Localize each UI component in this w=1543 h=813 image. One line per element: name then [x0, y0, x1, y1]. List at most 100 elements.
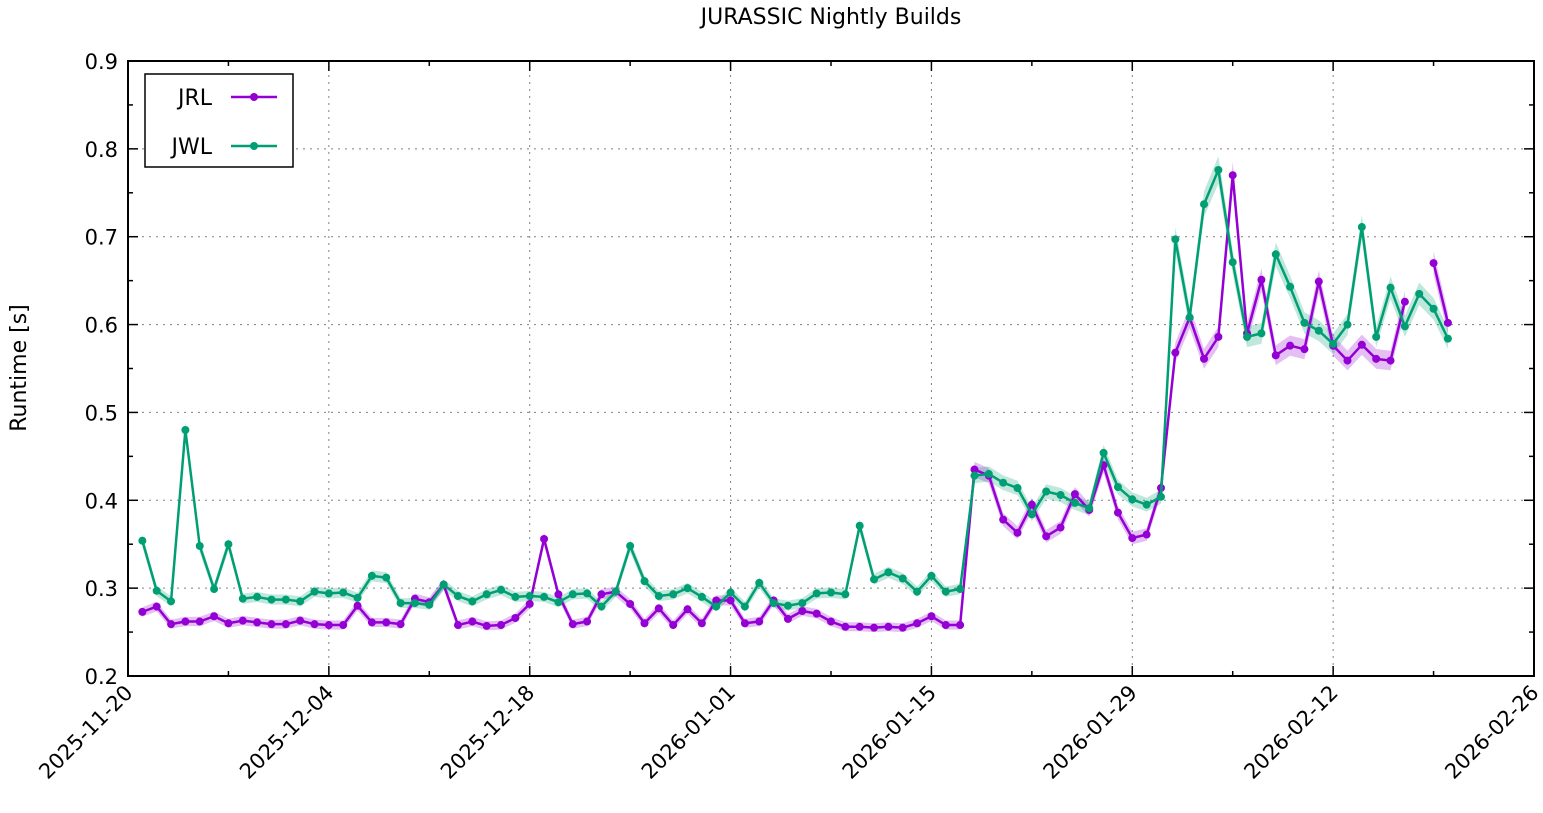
point-jrl: [1228, 171, 1237, 180]
point-jwl: [884, 568, 893, 577]
point-jwl: [1429, 304, 1438, 313]
x-tick-label: 2026-01-01: [637, 681, 740, 784]
point-jwl: [956, 585, 965, 594]
point-jrl: [267, 620, 276, 629]
point-jwl: [453, 592, 462, 601]
point-jwl: [697, 592, 706, 601]
point-jrl: [1271, 351, 1280, 360]
point-jwl: [870, 575, 879, 584]
series-line-jwl: [141, 168, 1450, 608]
point-jwl: [1200, 200, 1209, 209]
point-jwl: [583, 589, 592, 598]
point-jwl: [1027, 510, 1036, 519]
point-jrl: [238, 616, 247, 625]
point-jwl: [1042, 487, 1051, 496]
point-jwl: [1243, 332, 1252, 341]
point-jrl: [999, 515, 1008, 524]
point-jrl: [913, 619, 922, 628]
point-jrl: [525, 599, 534, 608]
point-jwl: [798, 599, 807, 608]
point-jrl: [654, 604, 663, 613]
y-tick-label: 0.7: [85, 226, 118, 250]
series-line-jrl: [141, 173, 1407, 629]
point-jrl: [683, 605, 692, 614]
point-jwl: [1257, 329, 1266, 338]
point-jrl: [353, 601, 362, 610]
point-jwl: [367, 571, 376, 580]
point-jwl: [568, 590, 577, 599]
point-jrl: [181, 617, 190, 626]
point-jwl: [382, 573, 391, 582]
point-jwl: [1085, 504, 1094, 513]
point-jrl: [281, 620, 290, 629]
point-jrl: [884, 622, 893, 631]
grid-layer: [128, 61, 1534, 676]
point-jrl: [927, 612, 936, 621]
point-jrl: [482, 621, 491, 630]
point-jwl: [1443, 334, 1452, 343]
point-jrl: [253, 618, 262, 627]
point-jrl: [568, 620, 577, 629]
y-tick-label: 0.9: [85, 50, 118, 74]
point-jrl: [841, 622, 850, 631]
x-tick-label: 2026-02-26: [1440, 681, 1543, 784]
y-tick-label: 0.2: [85, 665, 118, 689]
point-jwl: [339, 588, 348, 597]
point-jrl: [511, 614, 520, 623]
point-jrl: [152, 602, 161, 611]
point-jwl: [152, 586, 161, 595]
point-jwl: [783, 601, 792, 610]
y-tick-label: 0.3: [85, 577, 118, 601]
legend: JRL JWL: [144, 73, 294, 168]
point-jrl: [941, 621, 950, 630]
point-jrl: [1200, 354, 1209, 363]
point-jwl: [740, 602, 749, 611]
point-jrl: [870, 623, 879, 632]
point-jrl: [1300, 345, 1309, 354]
y-tick-label: 0.4: [85, 489, 118, 513]
point-jwl: [669, 590, 678, 599]
point-jwl: [353, 593, 362, 602]
point-jwl: [468, 597, 477, 606]
point-jwl: [253, 592, 262, 601]
point-jrl: [1429, 259, 1438, 268]
point-jwl: [167, 597, 176, 606]
point-jrl: [367, 618, 376, 627]
point-jwl: [1357, 223, 1366, 232]
y-tick-label: 0.6: [85, 314, 118, 338]
point-jrl: [1171, 348, 1180, 357]
point-jwl: [640, 577, 649, 586]
point-jrl: [726, 596, 735, 605]
point-jwl: [1228, 258, 1237, 267]
point-jrl: [798, 606, 807, 615]
point-jrl: [956, 621, 965, 630]
point-jwl: [683, 584, 692, 593]
x-tick-label: 2026-02-12: [1239, 681, 1342, 784]
legend-box: [144, 73, 294, 168]
point-jwl: [927, 571, 936, 580]
point-jrl: [1343, 356, 1352, 365]
point-jwl: [554, 598, 563, 607]
point-jwl: [827, 588, 835, 597]
point-jrl: [382, 618, 391, 627]
point-jrl: [224, 619, 233, 628]
point-jwl: [540, 592, 549, 601]
point-jwl: [324, 589, 333, 598]
point-jrl: [310, 620, 319, 629]
series-line-jrl: [1432, 262, 1450, 324]
point-jwl: [1056, 491, 1065, 500]
point-jrl: [1128, 534, 1137, 543]
point-jrl: [1386, 356, 1395, 365]
point-jwl: [396, 599, 405, 608]
point-jwl: [812, 589, 821, 598]
point-jwl: [970, 471, 979, 480]
point-jrl: [1070, 490, 1079, 499]
point-jrl: [812, 609, 821, 618]
point-jwl: [1271, 250, 1280, 259]
band-jwl: [142, 156, 1448, 612]
point-jwl: [181, 426, 190, 434]
point-jwl: [1185, 313, 1194, 322]
point-jrl: [669, 621, 678, 630]
point-jwl: [769, 599, 778, 608]
